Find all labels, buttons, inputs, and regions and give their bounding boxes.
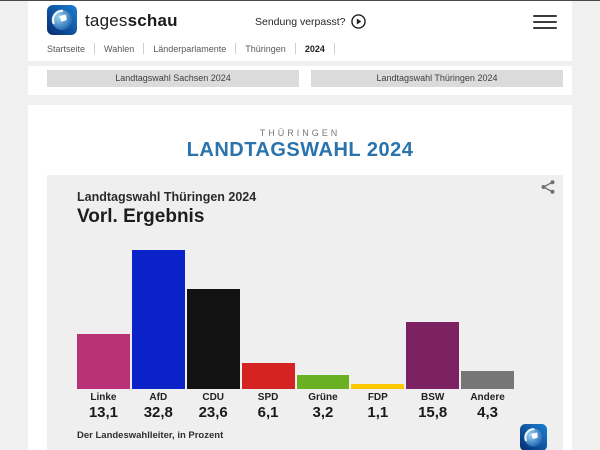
breadcrumb: Startseite Wahlen Länderparlamente Thüri… <box>47 43 335 54</box>
party-label: BSW <box>421 392 445 403</box>
bar-cdu <box>186 289 240 389</box>
party-value: 6,1 <box>257 404 279 421</box>
wordmark-bold: schau <box>127 11 178 30</box>
breadcrumb-separator <box>333 43 335 54</box>
chart-column-grüne: Grüne 3,2 <box>296 249 350 421</box>
party-value: 32,8 <box>143 404 173 421</box>
bar-afd <box>131 250 185 389</box>
party-value: 1,1 <box>367 404 389 421</box>
breadcrumb-2024-current: 2024 <box>304 43 325 54</box>
chart-column-bsw: BSW 15,8 <box>406 249 460 421</box>
chart-column-afd: AfD 32,8 <box>131 249 185 421</box>
results-chart-card: Landtagswahl Thüringen 2024 Vorl. Ergebn… <box>47 175 563 450</box>
party-label: Grüne <box>308 392 338 403</box>
party-value: 15,8 <box>418 404 448 421</box>
site-header: tagesschau Sendung verpasst? Startseite … <box>28 1 572 61</box>
sendung-verpasst-link[interactable]: Sendung verpasst? <box>255 14 367 29</box>
breadcrumb-separator <box>94 43 96 54</box>
bar-chart: Linke 13,1 AfD 32,8 CDU 23,6 SPD 6,1 Grüne 3,2 FDP… <box>77 249 514 421</box>
party-value: 3,2 <box>312 404 334 421</box>
region-kicker: THÜRINGEN <box>259 128 341 138</box>
bar-bsw <box>406 322 460 389</box>
page-title: LANDTAGSWAHL 2024 <box>186 139 414 161</box>
tab-landtagswahl-sachsen[interactable]: Landtagswahl Sachsen 2024 <box>47 70 299 87</box>
chart-title: Landtagswahl Thüringen 2024 <box>77 190 257 204</box>
bar-fdp <box>351 384 405 389</box>
chart-column-linke: Linke 13,1 <box>77 249 130 421</box>
chart-column-spd: SPD 6,1 <box>241 249 295 421</box>
chart-column-cdu: CDU 23,6 <box>186 249 240 421</box>
party-label: SPD <box>257 392 279 403</box>
sendung-verpasst-label: Sendung verpasst? <box>255 15 346 28</box>
chart-column-andere: Andere 4,3 <box>461 249 514 421</box>
party-label: AfD <box>149 392 168 403</box>
party-label: FDP <box>367 392 388 403</box>
page-column: tagesschau Sendung verpasst? Startseite … <box>28 0 572 450</box>
party-value: 13,1 <box>88 404 119 421</box>
party-label: Linke <box>90 392 117 403</box>
bar-grüne <box>296 375 350 389</box>
party-value: 4,3 <box>477 404 498 421</box>
breadcrumb-laenderparlamente[interactable]: Länderparlamente <box>153 43 227 54</box>
bar-linke <box>77 333 130 389</box>
share-icon[interactable] <box>540 179 556 195</box>
breadcrumb-separator <box>235 43 237 54</box>
page-top-border <box>0 0 600 1</box>
tagesschau-logo-icon[interactable] <box>47 5 77 35</box>
breadcrumb-separator <box>294 43 296 54</box>
tagesschau-wordmark[interactable]: tagesschau <box>85 11 178 31</box>
breadcrumb-thueringen[interactable]: Thüringen <box>245 43 286 54</box>
wordmark-regular: tages <box>85 11 128 30</box>
menu-hamburger-icon[interactable] <box>533 15 557 29</box>
play-circle-icon[interactable] <box>351 14 367 29</box>
tagesschau-watermark-icon <box>520 424 547 450</box>
bar-andere <box>461 370 514 389</box>
party-label: CDU <box>202 392 225 403</box>
tab-landtagswahl-thueringen[interactable]: Landtagswahl Thüringen 2024 <box>311 70 563 87</box>
bar-spd <box>241 363 295 389</box>
breadcrumb-wahlen[interactable]: Wahlen <box>104 43 135 54</box>
chart-column-fdp: FDP 1,1 <box>351 249 405 421</box>
party-value: 23,6 <box>198 404 228 421</box>
party-label: Andere <box>470 392 505 403</box>
chart-subtitle: Vorl. Ergebnis <box>77 206 205 227</box>
breadcrumb-separator <box>143 43 145 54</box>
breadcrumb-startseite[interactable]: Startseite <box>47 43 86 54</box>
chart-source: Der Landeswahlleiter, in Prozent <box>77 430 224 441</box>
election-tabs-section: Landtagswahl Sachsen 2024 Landtagswahl T… <box>28 66 572 95</box>
